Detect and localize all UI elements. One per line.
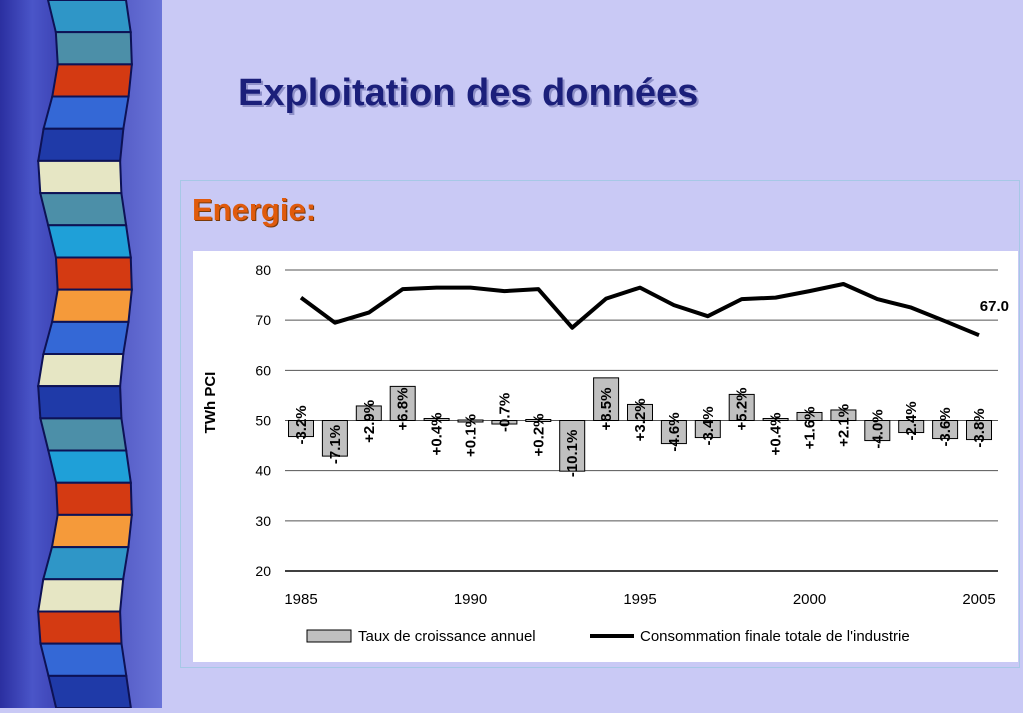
bar-data-label: +2.1% [835,404,852,447]
growth-bar [932,420,959,440]
bar-data-label: +8.5% [598,388,615,431]
x-tick-label: 1995 [623,591,656,608]
stripe-segment [54,481,133,516]
bar-data-label: +2.9% [361,400,378,443]
decorative-stripe-bar [0,0,162,709]
stripe-segment [54,256,133,291]
stripe-segment [37,385,123,420]
stripe-segment [39,417,128,452]
legend-bar-swatch [306,629,352,643]
bar-data-label: +0.2% [530,413,547,456]
growth-bar [796,411,823,421]
growth-bar [898,420,925,434]
stripe-segment [37,159,123,195]
stripe-segment [47,674,133,709]
stripe-segment [38,192,128,227]
bar-data-label: +6.8% [395,388,412,431]
stripe-segment [36,578,125,613]
bar-data-label: +5.2% [734,388,751,431]
stripe-segment [47,449,132,484]
growth-bar [694,420,721,439]
bar-data-label: +0.1% [463,414,480,457]
stripe-segment [42,95,130,130]
y-tick-label: 40 [255,463,271,479]
bar-data-label: -3.4% [700,406,717,445]
growth-bar [830,409,857,421]
bar-data-label: -10.1% [564,430,581,478]
stripe-segment [46,224,132,259]
stripe-segment [51,63,133,98]
bar-data-label: +0.4% [429,412,446,455]
growth-bar [423,417,450,421]
growth-bar [288,420,314,438]
bar-data-label: -3.2% [293,405,310,444]
bar-data-label: -2.4% [903,401,920,440]
bar-data-label: -0.7% [496,393,513,432]
x-tick-label: 2000 [793,591,826,608]
stripe-segment [42,320,130,355]
chart-card: 20 30 40 50 60 70 80 TWh PCI -3.2% -7.1% +2.9% +6.8… [193,251,1018,662]
bar-data-label: -4.6% [666,412,683,451]
bar-data-label: -3.6% [937,407,954,446]
y-axis-title: TWh PCI [202,372,219,434]
bar-data-label: -3.8% [971,408,988,447]
stripe-segment [37,610,123,645]
section-title: Energie: [192,192,317,227]
energy-chart: 20 30 40 50 60 70 80 TWh PCI -3.2% -7.1% +2.9% +6.8… [202,262,1009,645]
growth-bar [966,420,992,441]
decorative-stripes [36,0,133,709]
growth-bar [525,418,552,422]
stripe-segment [46,0,132,34]
bar-data-label: +1.6% [802,406,819,449]
slide-title: Exploitation des données [238,72,699,114]
stripe-segment [50,288,133,323]
x-tick-label: 1985 [284,591,317,608]
stripe-segment [37,353,125,388]
growth-bar [762,417,789,421]
y-tick-label: 70 [255,312,271,328]
stripe-segment [37,127,125,162]
growth-bar [321,420,348,457]
x-tick-label: 2005 [962,591,995,608]
bar-data-label: -7.1% [327,425,344,464]
y-tick-label: 80 [255,262,271,278]
growth-bar [728,393,755,421]
y-tick-label: 60 [255,362,271,378]
line-end-label: 67.0 [980,298,1009,315]
growth-bar [457,419,484,423]
growth-bar [660,420,687,445]
stripe-segment [39,642,128,677]
growth-bar [491,420,518,425]
growth-bar [389,385,416,422]
y-tick-label: 20 [255,563,271,579]
growth-bar [864,420,891,442]
bar-data-label: +3.2% [632,398,649,441]
y-tick-label: 30 [255,513,271,529]
stripe-segment [54,31,133,66]
bar-data-label: +0.4% [768,412,785,455]
x-tick-label: 1990 [454,591,487,608]
consumption-line [299,282,980,338]
stripe-segment [41,546,130,581]
y-tick-label: 50 [255,413,271,429]
legend-line-label: Consommation finale totale de l'industri… [640,628,910,645]
growth-bar [355,405,382,421]
growth-bar [627,403,653,422]
stripe-segment [50,513,133,549]
growth-bar [559,420,586,472]
growth-bar [593,377,620,421]
bar-data-label: -4.0% [869,409,886,448]
legend-bar-label: Taux de croissance annuel [358,628,536,645]
